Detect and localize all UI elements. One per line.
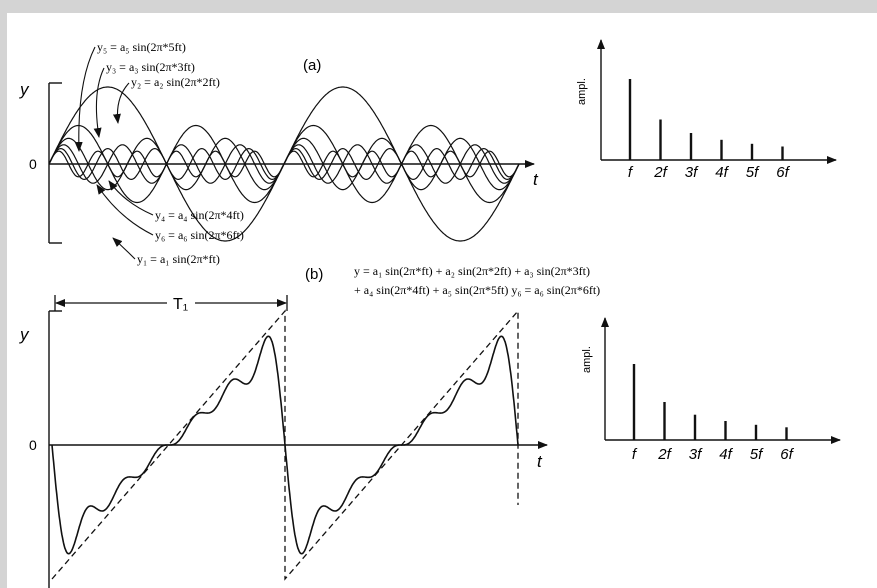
pointer-y4 [108,180,154,216]
spectrum-tick-label-4: 4f [715,164,729,181]
spectrum-a-bars [628,79,784,160]
pointer-y2 [112,82,130,124]
eq-y1: y₁ = a₁ sin(2π*ft) [137,252,220,266]
spectrum-tick-label-3: 3f [689,446,703,463]
harmonic-curve-6 [48,150,520,178]
fourier-sum-curve [51,335,519,555]
spectrum-tick-label-2: 2f [657,446,672,463]
panel-b-t-label: t [537,452,543,471]
panel-a-zero-label: 0 [29,156,37,172]
spectrum-tick-label-6: 6f [776,164,790,181]
pointer-y6 [96,184,154,236]
pointer-y3 [93,67,105,138]
period-label: T₁ [173,296,188,313]
spectrum-tick-label-3: 3f [685,164,699,181]
spectrum-b: ampl. f 2f 3f 4f 5f 6f [581,317,841,463]
spectrum-tick-label-1: f [632,446,638,463]
spectrum-tick-label-5: 5f [750,446,764,463]
panel-b-zero-label: 0 [29,437,37,453]
spectrum-b-tick-labels: f 2f 3f 4f 5f 6f [632,446,795,463]
eq-y3: y₃ = a₃ sin(2π*3ft) [106,60,195,74]
spectrum-a-y-label: ampl. [576,78,588,105]
spectrum-a: ampl. f 2f 3f 4f 5f 6f [576,39,837,181]
panel-a-label: (a) [303,57,321,74]
pointer-y1 [112,237,136,260]
sum-equation-line-1: y = a₁ sin(2π*ft) + a₂ sin(2π*2ft) + a₃ … [354,264,590,278]
eq-y6: y₆ = a₆ sin(2π*6ft) [155,228,244,242]
sum-equation-line-2: + a₄ sin(2π*4ft) + a₅ sin(2π*5ft) y₆ = a… [354,283,600,297]
spectrum-b-y-label: ampl. [581,346,593,373]
eq-y2: y₂ = a₂ sin(2π*2ft) [131,75,220,89]
panel-a-waveforms: y 0 t (a) y₅ = a₅ sin(2π*5ft) y₃ = a₃ si… [19,40,539,266]
spectrum-tick-label-2: 2f [653,164,668,181]
spectrum-tick-label-6: 6f [780,446,794,463]
harmonic-curves [48,86,520,242]
figure-canvas: y 0 t (a) y₅ = a₅ sin(2π*5ft) y₃ = a₃ si… [19,39,841,588]
pointer-y5 [74,46,96,152]
fourier-figure: y 0 t (a) y₅ = a₅ sin(2π*5ft) y₃ = a₃ si… [7,13,877,588]
panel-b-y-label: y [19,325,30,344]
panel-a-y-label: y [19,80,30,99]
panel-b-label: (b) [305,266,323,283]
panel-a-t-label: t [533,170,539,189]
panel-b-sawtooth: (b) y = a₁ sin(2π*ft) + a₂ sin(2π*2ft) +… [19,264,600,588]
ideal-sawtooth-dashed [51,309,519,581]
spectrum-b-bars [632,364,788,440]
eq-y4: y₄ = a₄ sin(2π*4ft) [155,208,244,222]
eq-y5: y₅ = a₅ sin(2π*5ft) [97,40,186,54]
spectrum-tick-label-5: 5f [746,164,760,181]
spectrum-a-tick-labels: f 2f 3f 4f 5f 6f [628,164,791,181]
spectrum-tick-label-1: f [628,164,634,181]
spectrum-tick-label-4: 4f [719,446,733,463]
